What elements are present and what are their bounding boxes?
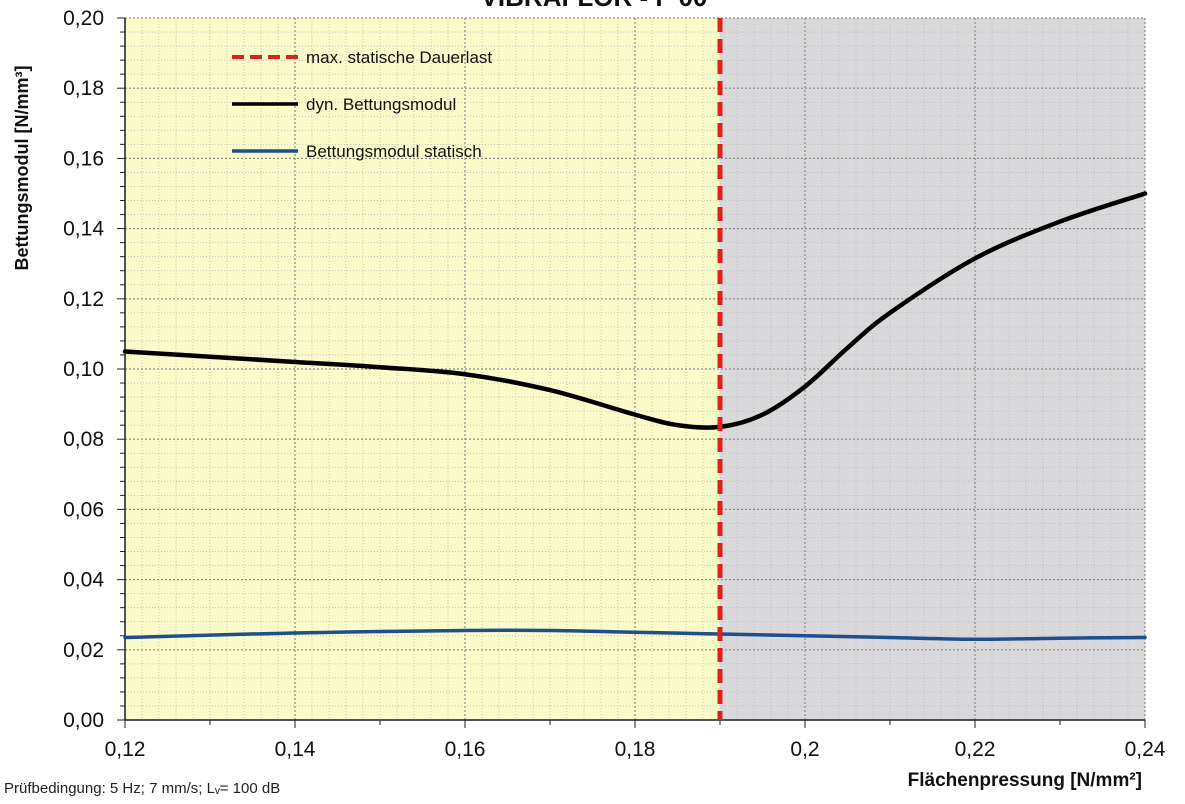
y-tick-label: 0,08 xyxy=(63,428,104,451)
series-line-0 xyxy=(122,191,1148,430)
y-tick-label: 0,18 xyxy=(63,77,104,100)
series-line-1 xyxy=(123,628,1147,642)
y-tick-label: 0,00 xyxy=(63,709,104,732)
x-tick-label: 0,12 xyxy=(105,738,146,761)
y-tick-label: 0,16 xyxy=(63,147,104,170)
axes xyxy=(117,17,1146,728)
x-tick-label: 0,18 xyxy=(615,738,656,761)
y-tick-label: 0,20 xyxy=(63,7,104,30)
x-tick-label: 0,16 xyxy=(445,738,486,761)
y-tick-label: 0,10 xyxy=(63,358,104,381)
legend-label-1: dyn. Bettungsmodul xyxy=(306,95,456,114)
x-axis-title: Flächenpressung [N/mm²] xyxy=(908,770,1142,791)
chart-title: VIBRAFLOR - F 00 xyxy=(481,0,708,12)
y-tick-label: 0,06 xyxy=(63,498,104,521)
y-tick-label: 0,14 xyxy=(63,218,104,241)
legend: max. statische Dauerlast dyn. Bettungsmod… xyxy=(232,48,492,161)
x-tick-label: 0,22 xyxy=(955,738,996,761)
x-tick-label: 0,24 xyxy=(1125,738,1166,761)
y-tick-label: 0,12 xyxy=(63,288,104,311)
legend-label-0: max. statische Dauerlast xyxy=(306,48,492,67)
legend-label-2: Bettungsmodul statisch xyxy=(306,142,482,161)
series-lines xyxy=(122,18,1148,720)
x-tick-label: 0,2 xyxy=(790,738,819,761)
y-axis-title: Bettungsmodul [N/mm³] xyxy=(12,66,32,271)
y-tick-label: 0,04 xyxy=(63,569,104,592)
y-tick-label: 0,02 xyxy=(63,639,104,662)
tick-labels: 0,00 0,02 0,04 0,06 0,08 0,10 0,12 0,14 0,16 0,18… xyxy=(63,7,1166,761)
test-conditions-note: Prüfbedingung: 5 Hz; 7 mm/s; Lᵥ= 100 dB xyxy=(4,780,281,797)
x-tick-label: 0,14 xyxy=(275,738,316,761)
